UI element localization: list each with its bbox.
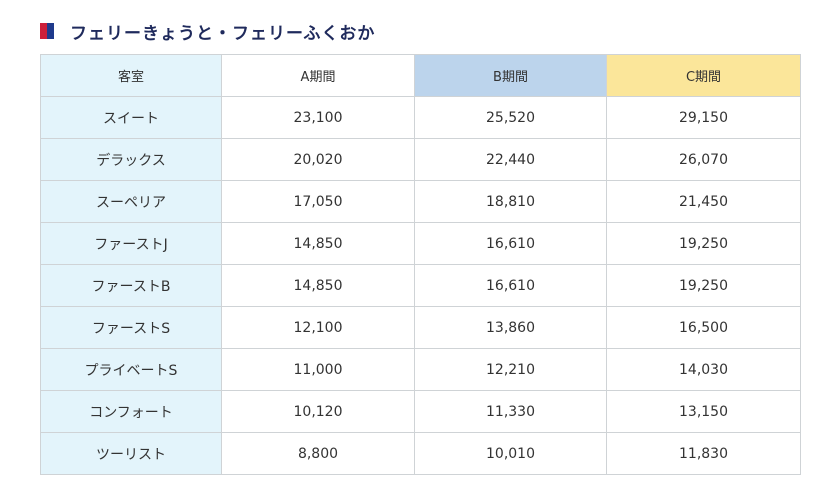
header-period-b: B期間 (414, 54, 607, 97)
heading-marker-icon (40, 23, 54, 39)
cell-period-a: 8,800 (221, 432, 415, 475)
table-row: ファーストJ 14,850 16,610 19,250 (40, 222, 801, 265)
cell-room: スイート (40, 96, 222, 139)
cell-period-a: 17,050 (221, 180, 415, 223)
header-room: 客室 (40, 54, 222, 97)
cell-period-a: 23,100 (221, 96, 415, 139)
table-row: スイート 23,100 25,520 29,150 (40, 96, 801, 139)
cell-period-c: 19,250 (606, 222, 801, 265)
cell-period-b: 25,520 (414, 96, 607, 139)
table-row: ファーストS 12,100 13,860 16,500 (40, 306, 801, 349)
header-period-a: A期間 (221, 54, 415, 97)
cell-period-a: 10,120 (221, 390, 415, 433)
table-row: プライベートS 11,000 12,210 14,030 (40, 348, 801, 391)
cell-period-c: 16,500 (606, 306, 801, 349)
cell-period-c: 19,250 (606, 264, 801, 307)
cell-room: コンフォート (40, 390, 222, 433)
cell-period-c: 13,150 (606, 390, 801, 433)
cell-period-a: 20,020 (221, 138, 415, 181)
cell-room: ファーストS (40, 306, 222, 349)
cell-room: ツーリスト (40, 432, 222, 475)
fare-table: 客室 A期間 B期間 C期間 スイート 23,100 25,520 29,150 デラッ… (40, 54, 801, 475)
page-title: フェリーきょうと・フェリーふくおか (70, 23, 376, 44)
cell-period-a: 14,850 (221, 222, 415, 265)
cell-period-a: 12,100 (221, 306, 415, 349)
header-period-c: C期間 (606, 54, 801, 97)
cell-period-b: 18,810 (414, 180, 607, 223)
fare-table-header-row: 客室 A期間 B期間 C期間 (40, 54, 801, 97)
table-row: ツーリスト 8,800 10,010 11,830 (40, 432, 801, 475)
heading-marker-red (40, 23, 47, 39)
cell-period-b: 16,610 (414, 264, 607, 307)
cell-period-c: 14,030 (606, 348, 801, 391)
cell-period-b: 13,860 (414, 306, 607, 349)
cell-room: デラックス (40, 138, 222, 181)
fare-table-body: スイート 23,100 25,520 29,150 デラックス 20,020 22,440 2… (40, 96, 801, 475)
table-row: スーペリア 17,050 18,810 21,450 (40, 180, 801, 223)
cell-period-b: 22,440 (414, 138, 607, 181)
cell-period-a: 14,850 (221, 264, 415, 307)
cell-period-c: 26,070 (606, 138, 801, 181)
cell-period-c: 11,830 (606, 432, 801, 475)
cell-room: ファーストJ (40, 222, 222, 265)
section-heading: フェリーきょうと・フェリーふくおか (40, 18, 375, 44)
cell-period-c: 29,150 (606, 96, 801, 139)
cell-period-b: 12,210 (414, 348, 607, 391)
table-row: コンフォート 10,120 11,330 13,150 (40, 390, 801, 433)
cell-period-a: 11,000 (221, 348, 415, 391)
heading-marker-blue (47, 23, 54, 39)
cell-room: スーペリア (40, 180, 222, 223)
cell-period-b: 10,010 (414, 432, 607, 475)
cell-period-b: 11,330 (414, 390, 607, 433)
table-row: ファーストB 14,850 16,610 19,250 (40, 264, 801, 307)
cell-period-b: 16,610 (414, 222, 607, 265)
cell-room: ファーストB (40, 264, 222, 307)
table-row: デラックス 20,020 22,440 26,070 (40, 138, 801, 181)
cell-room: プライベートS (40, 348, 222, 391)
cell-period-c: 21,450 (606, 180, 801, 223)
